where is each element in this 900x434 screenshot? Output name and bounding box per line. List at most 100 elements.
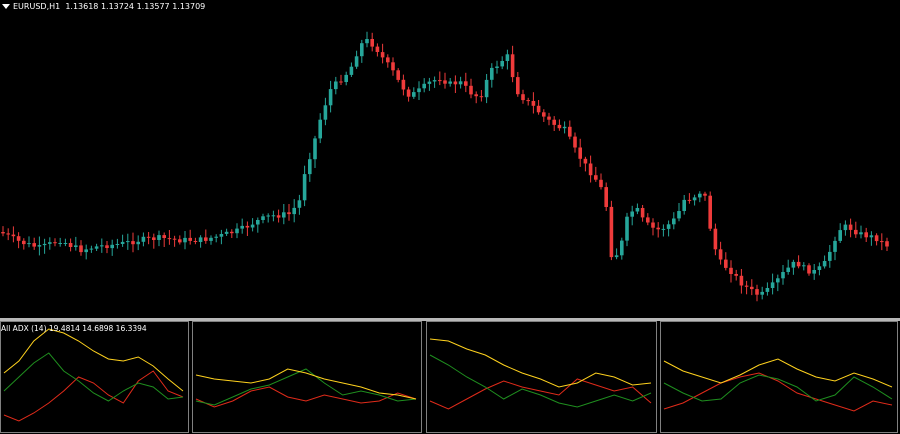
candle-body [729, 267, 733, 274]
candle-body [276, 215, 281, 218]
candle [635, 203, 640, 215]
candle-body [360, 43, 364, 57]
candle [744, 280, 749, 295]
candle [646, 213, 650, 226]
candle-body [687, 199, 692, 201]
minus-di-line [3, 370, 184, 422]
pane-separator[interactable] [0, 318, 900, 321]
price-chart[interactable]: EURUSD,H1 1.13618 1.13724 1.13577 1.1370… [0, 0, 900, 318]
candle [79, 240, 83, 256]
candle-body [131, 241, 135, 245]
candle [292, 199, 296, 223]
candle [599, 173, 603, 190]
candle-body [874, 235, 879, 242]
candle-body [588, 163, 593, 176]
candle-body [760, 291, 764, 295]
adx-line [3, 328, 184, 392]
candle [734, 269, 738, 281]
candle [484, 74, 489, 104]
candle-body [666, 224, 671, 229]
candle [776, 274, 780, 292]
candle-body [568, 126, 572, 137]
candle-body [692, 197, 697, 201]
candle [469, 78, 473, 99]
candle-body [141, 236, 146, 242]
candle-body [6, 233, 10, 235]
candle [261, 213, 265, 224]
candle-body [136, 241, 140, 245]
candle-body [261, 216, 265, 220]
candle [11, 226, 16, 243]
candle-body [224, 231, 229, 234]
candle [640, 205, 645, 222]
candle [828, 245, 832, 268]
candle [614, 248, 619, 260]
candle-body [682, 199, 686, 211]
candle [739, 269, 744, 294]
candle-body [885, 241, 889, 247]
candle-body [354, 56, 359, 67]
candle [245, 221, 250, 236]
candle [755, 284, 759, 302]
candle-body [266, 215, 270, 217]
candle [32, 237, 36, 250]
candle [42, 238, 47, 254]
candle-body [240, 225, 244, 229]
candle [167, 230, 172, 245]
candle-body [313, 138, 317, 160]
candle [703, 191, 707, 201]
candle-body [48, 242, 52, 244]
candle [672, 212, 676, 230]
candle [380, 43, 385, 64]
candle [360, 39, 364, 63]
candle-body [833, 240, 837, 252]
candle-body [162, 235, 166, 238]
candle [1, 226, 5, 237]
candle-body [859, 232, 863, 235]
candle-body [516, 77, 520, 95]
candlestick-series [1, 31, 889, 302]
candle [620, 237, 624, 260]
candle [334, 76, 338, 95]
minus-di-line [663, 372, 893, 412]
candle-body [781, 272, 785, 279]
candle [63, 238, 68, 247]
candle [770, 273, 775, 295]
candle [557, 119, 562, 131]
candle-body [297, 200, 302, 208]
candle [718, 241, 723, 265]
minus-di-line [429, 378, 652, 410]
plus-di-line [663, 374, 893, 402]
candle-body [484, 79, 489, 98]
candle [692, 194, 697, 206]
candle-body [32, 243, 36, 247]
candle-body [42, 243, 47, 246]
candle-body [183, 237, 187, 243]
candle [396, 68, 400, 83]
candle-body [677, 211, 681, 219]
minus-di-line [195, 386, 417, 408]
candle-body [838, 230, 842, 241]
candle [802, 262, 806, 271]
candle-body [422, 83, 426, 89]
dropdown-triangle-icon[interactable] [2, 4, 10, 9]
candle-body [521, 94, 525, 101]
candle [230, 229, 234, 238]
candle-body [178, 239, 182, 243]
candle [386, 54, 390, 68]
candle [136, 235, 140, 251]
candle [864, 227, 868, 242]
candle-body [115, 244, 120, 245]
indicator-pane[interactable]: All ADX (14) 19.4814 14.6898 16.3394 [0, 321, 900, 434]
candle [479, 90, 484, 102]
candle-body [386, 57, 390, 63]
candle [552, 116, 556, 131]
candle [188, 229, 192, 245]
candle-body [718, 249, 723, 260]
candle [448, 78, 452, 87]
candle-body [770, 282, 775, 288]
candle-body [822, 261, 827, 267]
candle-body [635, 208, 640, 212]
candle-body [495, 66, 499, 68]
candle-body [193, 241, 198, 242]
